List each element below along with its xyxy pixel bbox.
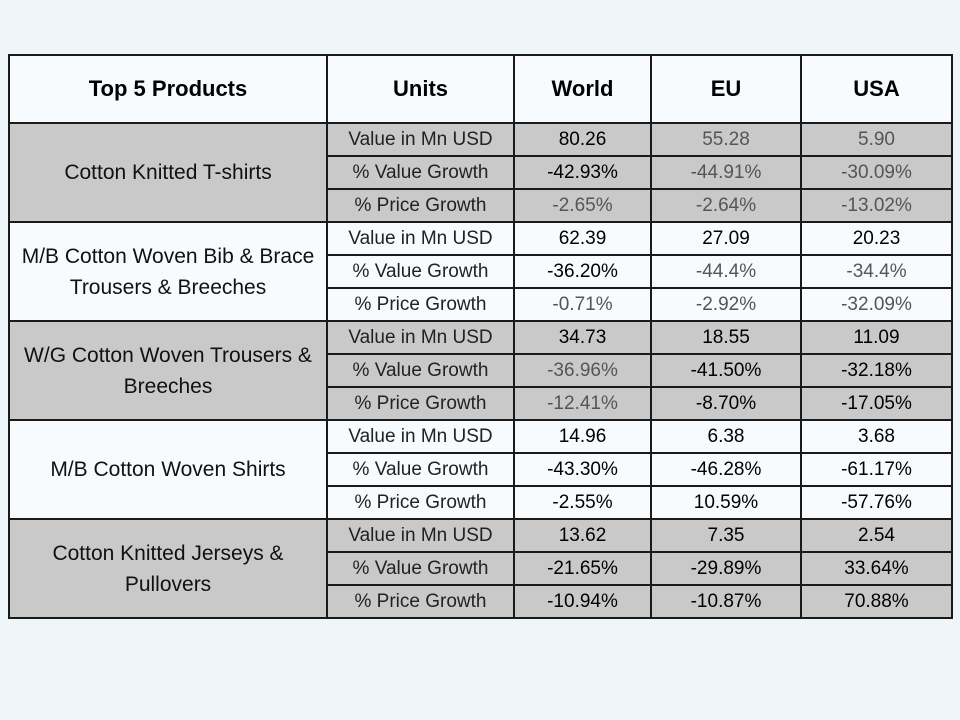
usa-value-cell: -32.18%	[800, 353, 953, 388]
eu-value-cell: -29.89%	[650, 551, 802, 586]
usa-value-cell: -32.09%	[800, 287, 953, 322]
table-row: % Price Growth -0.71% -2.92% -32.09%	[9, 287, 953, 322]
product-name-cell: Cotton Knitted T-shirts	[8, 122, 328, 223]
product-name: Cotton Knitted T-shirts	[64, 161, 272, 184]
world-value-cell: 62.39	[513, 221, 652, 256]
header-world: World	[513, 54, 652, 124]
table-row: Cotton Knitted T-shirts Value in Mn USD 80…	[8, 122, 953, 223]
eu-value-cell: 7.35	[650, 518, 802, 553]
header-products: Top 5 Products	[8, 54, 328, 124]
unit-cell: % Price Growth	[326, 188, 515, 223]
world-value-cell: -2.55%	[513, 485, 652, 520]
eu-value-cell: 18.55	[650, 320, 802, 355]
header-usa: USA	[800, 54, 953, 124]
table-row: Cotton Knitted Jerseys & Pullovers Value …	[8, 518, 953, 619]
table-row: % Price Growth -2.55% 10.59% -57.76%	[9, 485, 953, 520]
unit-cell: % Value Growth	[326, 155, 515, 190]
table-row: W/G Cotton Woven Trousers & Breeches Valu…	[8, 320, 953, 421]
product-name-cell: W/G Cotton Woven Trousers & Breeches	[8, 320, 328, 421]
usa-value-cell: 11.09	[800, 320, 953, 355]
table-row: % Value Growth -36.96% -41.50% -32.18%	[9, 353, 953, 388]
unit-cell: % Value Growth	[326, 452, 515, 487]
world-value-cell: -10.94%	[513, 584, 652, 619]
table-row: % Value Growth -43.30% -46.28% -61.17%	[9, 452, 953, 487]
world-value-cell: -0.71%	[513, 287, 652, 322]
table-row: M/B Cotton Woven Bib & Brace Trousers & …	[8, 221, 953, 322]
world-value-cell: 80.26	[513, 122, 652, 157]
product-name: M/B Cotton Woven Bib & Brace Trousers & …	[21, 244, 315, 299]
header-units: Units	[326, 54, 515, 124]
usa-value-cell: -13.02%	[800, 188, 953, 223]
table-row: % Value Growth -42.93% -44.91% -30.09%	[9, 155, 953, 190]
unit-cell: % Value Growth	[326, 551, 515, 586]
eu-value-cell: -41.50%	[650, 353, 802, 388]
unit-cell: % Price Growth	[326, 584, 515, 619]
usa-value-cell: -34.4%	[800, 254, 953, 289]
usa-value-cell: -30.09%	[800, 155, 953, 190]
table-row: % Value Growth -21.65% -29.89% 33.64%	[9, 551, 953, 586]
product-name: W/G Cotton Woven Trousers & Breeches	[24, 343, 312, 398]
world-value-cell: -42.93%	[513, 155, 652, 190]
eu-value-cell: -44.91%	[650, 155, 802, 190]
unit-cell: % Value Growth	[326, 254, 515, 289]
product-name: M/B Cotton Woven Shirts	[50, 458, 286, 481]
eu-value-cell: 55.28	[650, 122, 802, 157]
unit-cell: Value in Mn USD	[326, 419, 515, 454]
eu-value-cell: 27.09	[650, 221, 802, 256]
table-row: % Price Growth -2.65% -2.64% -13.02%	[9, 188, 953, 223]
usa-value-cell: 33.64%	[800, 551, 953, 586]
eu-value-cell: -2.92%	[650, 287, 802, 322]
world-value-cell: -36.96%	[513, 353, 652, 388]
table-row: % Price Growth -12.41% -8.70% -17.05%	[9, 386, 953, 421]
unit-cell: Value in Mn USD	[326, 518, 515, 553]
eu-value-cell: -44.4%	[650, 254, 802, 289]
world-value-cell: 13.62	[513, 518, 652, 553]
unit-cell: % Price Growth	[326, 485, 515, 520]
eu-value-cell: -46.28%	[650, 452, 802, 487]
world-value-cell: 14.96	[513, 419, 652, 454]
usa-value-cell: 2.54	[800, 518, 953, 553]
world-value-cell: -12.41%	[513, 386, 652, 421]
eu-value-cell: 6.38	[650, 419, 802, 454]
product-name: Cotton Knitted Jerseys & Pullovers	[52, 541, 284, 596]
world-value-cell: 34.73	[513, 320, 652, 355]
usa-value-cell: -57.76%	[800, 485, 953, 520]
usa-value-cell: 5.90	[800, 122, 953, 157]
usa-value-cell: 20.23	[800, 221, 953, 256]
product-name-cell: Cotton Knitted Jerseys & Pullovers	[8, 518, 328, 619]
table-body: Cotton Knitted T-shirts Value in Mn USD 80…	[8, 122, 953, 619]
unit-cell: % Price Growth	[326, 287, 515, 322]
product-name-cell: M/B Cotton Woven Bib & Brace Trousers & …	[8, 221, 328, 322]
world-value-cell: -36.20%	[513, 254, 652, 289]
header-eu: EU	[650, 54, 802, 124]
eu-value-cell: -8.70%	[650, 386, 802, 421]
table-row: % Price Growth -10.94% -10.87% 70.88%	[9, 584, 953, 619]
usa-value-cell: -17.05%	[800, 386, 953, 421]
product-name-cell: M/B Cotton Woven Shirts	[8, 419, 328, 520]
unit-cell: Value in Mn USD	[326, 221, 515, 256]
unit-cell: Value in Mn USD	[326, 320, 515, 355]
unit-cell: Value in Mn USD	[326, 122, 515, 157]
table-row: M/B Cotton Woven Shirts Value in Mn USD 14…	[8, 419, 953, 520]
world-value-cell: -21.65%	[513, 551, 652, 586]
eu-value-cell: -2.64%	[650, 188, 802, 223]
header-row: Top 5 Products Units World EU USA	[8, 54, 953, 124]
world-value-cell: -43.30%	[513, 452, 652, 487]
product-table: Top 5 Products Units World EU USA Cotton…	[8, 54, 953, 619]
world-value-cell: -2.65%	[513, 188, 652, 223]
eu-value-cell: -10.87%	[650, 584, 802, 619]
unit-cell: % Value Growth	[326, 353, 515, 388]
table-row: % Value Growth -36.20% -44.4% -34.4%	[9, 254, 953, 289]
usa-value-cell: 3.68	[800, 419, 953, 454]
unit-cell: % Price Growth	[326, 386, 515, 421]
usa-value-cell: -61.17%	[800, 452, 953, 487]
usa-value-cell: 70.88%	[800, 584, 953, 619]
eu-value-cell: 10.59%	[650, 485, 802, 520]
